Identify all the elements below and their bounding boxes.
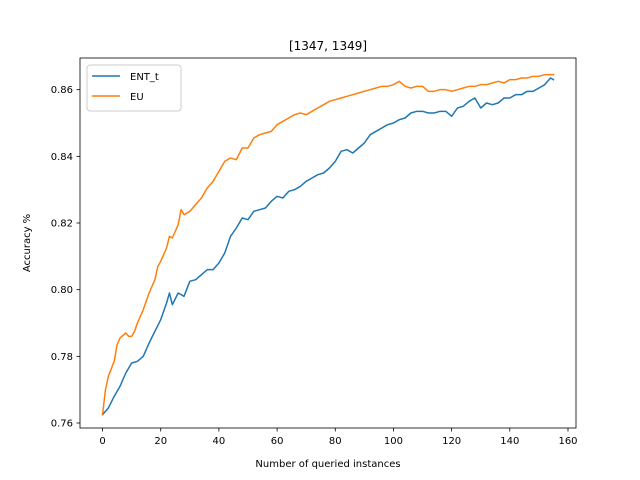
y-tick-label: 0.86: [51, 85, 73, 96]
series-line-eu: [101, 73, 555, 416]
x-tick-label: 60: [271, 436, 284, 447]
x-axis-label: Number of queried instances: [255, 459, 400, 470]
x-tick-label: 20: [154, 436, 167, 447]
y-tick-label: 0.82: [51, 219, 73, 230]
x-tick-label: 80: [329, 436, 342, 447]
y-axis-ticks: 0.76 0.78 0.80 0.82 0.84 0.86: [51, 85, 80, 430]
legend-label-ent-t: ENT_t: [130, 72, 159, 83]
y-tick-label: 0.80: [51, 285, 73, 296]
x-tick-label: 160: [558, 436, 577, 447]
y-axis-label: Accuracy %: [22, 214, 33, 272]
series-line-ent-t: [101, 77, 555, 416]
x-tick-label: 100: [384, 436, 403, 447]
y-tick-label: 0.78: [51, 352, 73, 363]
chart-title: [1347, 1349]: [289, 39, 367, 53]
plot-frame: [79, 57, 577, 429]
y-tick-label: 0.84: [51, 152, 73, 163]
legend: ENT_t EU: [86, 64, 182, 112]
x-tick-label: 40: [213, 436, 226, 447]
legend-label-eu: EU: [130, 92, 144, 103]
x-tick-label: 140: [500, 436, 519, 447]
x-axis-ticks: 0 20 40 60 80 100 120 140 160: [99, 428, 578, 447]
x-tick-label: 120: [442, 436, 461, 447]
x-tick-label: 0: [99, 436, 105, 447]
y-tick-label: 0.76: [51, 419, 73, 430]
plot-area: [101, 73, 555, 416]
